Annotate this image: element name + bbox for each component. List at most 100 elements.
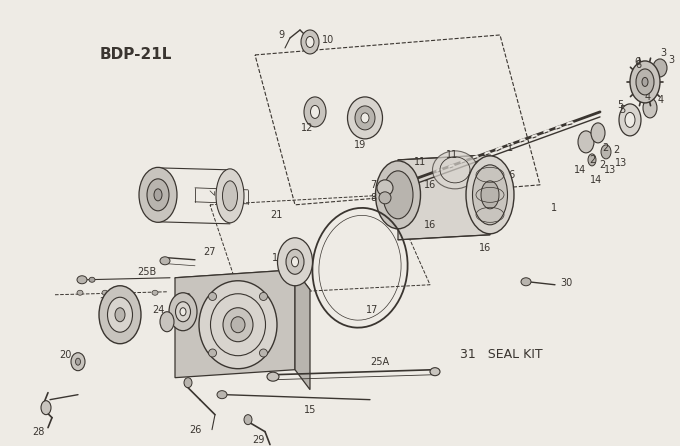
Text: 2: 2 (613, 145, 619, 155)
Text: 4: 4 (658, 95, 664, 105)
Ellipse shape (591, 123, 605, 143)
Ellipse shape (115, 308, 125, 322)
Text: 15: 15 (304, 405, 316, 415)
Ellipse shape (77, 290, 83, 295)
Text: 13: 13 (615, 158, 627, 168)
Ellipse shape (306, 37, 314, 47)
Ellipse shape (473, 165, 507, 225)
Text: 13: 13 (604, 165, 616, 175)
Text: 4: 4 (645, 92, 651, 102)
Text: 1: 1 (551, 203, 557, 213)
Circle shape (260, 293, 267, 301)
Text: 2: 2 (602, 143, 608, 153)
Circle shape (209, 349, 216, 357)
Text: 28: 28 (32, 427, 44, 437)
Ellipse shape (521, 278, 531, 286)
Text: 16: 16 (424, 180, 436, 190)
Ellipse shape (625, 112, 635, 128)
Ellipse shape (41, 401, 51, 415)
Polygon shape (175, 270, 295, 378)
Text: 19: 19 (354, 140, 366, 150)
Ellipse shape (432, 151, 477, 189)
Text: BDP-21L: BDP-21L (100, 47, 172, 62)
Ellipse shape (199, 281, 277, 369)
Text: 8: 8 (370, 193, 376, 203)
Text: 29: 29 (252, 434, 265, 445)
Ellipse shape (361, 113, 369, 123)
Ellipse shape (222, 181, 237, 211)
Ellipse shape (653, 59, 667, 77)
Ellipse shape (217, 391, 227, 399)
Text: 30: 30 (560, 278, 573, 288)
Ellipse shape (102, 290, 108, 295)
Ellipse shape (304, 97, 326, 127)
Ellipse shape (466, 156, 514, 234)
Ellipse shape (301, 30, 319, 54)
Text: 11: 11 (414, 157, 426, 167)
Ellipse shape (630, 61, 660, 103)
Ellipse shape (75, 358, 80, 365)
Text: 27: 27 (204, 247, 216, 257)
Ellipse shape (430, 368, 440, 376)
Ellipse shape (99, 286, 141, 344)
Ellipse shape (152, 290, 158, 295)
Ellipse shape (147, 179, 169, 211)
Ellipse shape (175, 302, 190, 322)
Ellipse shape (292, 257, 299, 267)
Ellipse shape (139, 167, 177, 222)
Ellipse shape (244, 415, 252, 425)
Text: 17: 17 (366, 305, 378, 315)
Text: 1: 1 (507, 143, 513, 153)
Text: 6: 6 (634, 57, 640, 67)
Text: 14: 14 (574, 165, 586, 175)
Text: 24: 24 (152, 305, 164, 315)
Ellipse shape (642, 78, 648, 87)
Circle shape (260, 349, 267, 357)
Polygon shape (398, 155, 490, 240)
Text: 16: 16 (479, 243, 491, 253)
Text: 9: 9 (278, 30, 284, 40)
Ellipse shape (286, 249, 304, 274)
Text: 21: 21 (270, 210, 282, 220)
Text: 23: 23 (99, 297, 112, 307)
Ellipse shape (216, 169, 244, 223)
Text: 5: 5 (619, 105, 625, 115)
Ellipse shape (267, 372, 279, 381)
Ellipse shape (481, 181, 499, 209)
Ellipse shape (636, 69, 654, 95)
Text: 2: 2 (589, 155, 595, 165)
Text: 22: 22 (179, 293, 191, 303)
Ellipse shape (588, 154, 596, 166)
Text: 2: 2 (599, 160, 605, 170)
Text: 10: 10 (322, 35, 335, 45)
Circle shape (379, 192, 391, 204)
Ellipse shape (375, 161, 420, 229)
Ellipse shape (127, 290, 133, 295)
Text: 20: 20 (58, 350, 71, 359)
Text: 25B: 25B (137, 267, 156, 277)
Ellipse shape (107, 297, 133, 332)
Ellipse shape (77, 276, 87, 284)
Ellipse shape (347, 97, 382, 139)
Text: 7: 7 (370, 180, 376, 190)
Text: 12: 12 (301, 123, 313, 133)
Ellipse shape (180, 308, 186, 316)
Ellipse shape (223, 308, 253, 342)
Ellipse shape (184, 378, 192, 388)
Text: 5: 5 (617, 100, 623, 110)
Text: 25A: 25A (371, 357, 390, 367)
Text: 3: 3 (668, 55, 674, 65)
Ellipse shape (231, 317, 245, 333)
Circle shape (209, 293, 216, 301)
Text: 3: 3 (660, 48, 666, 58)
Circle shape (377, 180, 393, 196)
Ellipse shape (71, 353, 85, 371)
Text: 18: 18 (272, 253, 284, 263)
Text: 6: 6 (635, 60, 641, 70)
Text: 16: 16 (424, 220, 436, 230)
Ellipse shape (89, 277, 95, 282)
Text: 26: 26 (189, 425, 201, 435)
Ellipse shape (160, 312, 174, 332)
Text: 31   SEAL KIT: 31 SEAL KIT (460, 348, 543, 361)
Ellipse shape (154, 189, 162, 201)
